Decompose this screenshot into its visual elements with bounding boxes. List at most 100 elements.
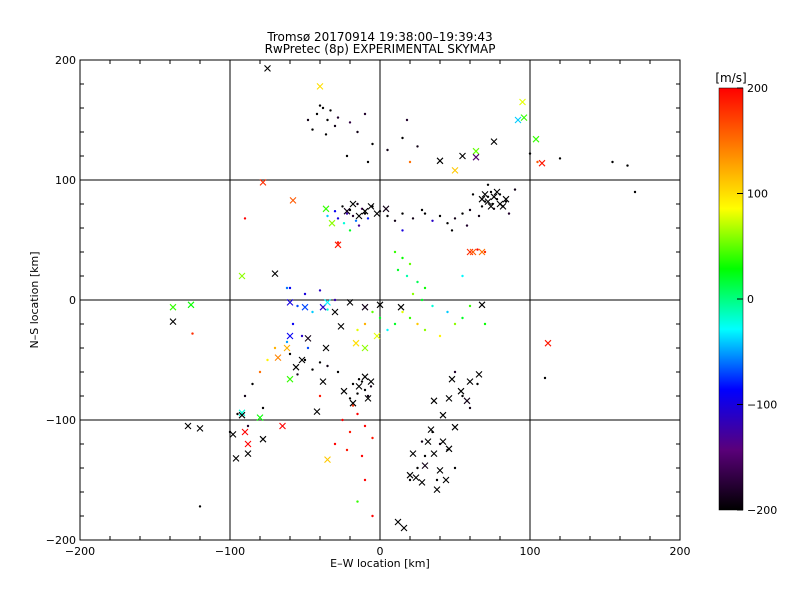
data-point-x [466,378,474,385]
data-point-x [169,303,177,311]
data-point-dot [333,210,337,213]
data-point-dot [363,388,367,392]
data-point-x [259,179,267,186]
data-point-x [466,248,474,256]
data-point-dot [315,112,319,116]
y-tick-label: 0 [69,294,76,307]
data-point-x [478,248,486,256]
data-point-dot [461,212,464,215]
data-point-dot [450,229,454,232]
data-point-x [229,431,237,438]
data-point-x [436,467,444,474]
data-point-x [514,116,522,124]
data-point-dot [453,466,457,470]
colorbar-ticks: 200 100 0 −100 −200 [737,82,777,517]
grid-lines [80,60,680,540]
data-point-dot [318,394,322,398]
data-point-x [352,339,360,347]
data-point-dot [507,212,511,215]
data-point-x [238,272,246,280]
data-point-dot [366,394,370,398]
data-point-dot [324,133,328,136]
data-point-dot [236,412,239,416]
x-tick-label: 100 [520,545,541,558]
data-point-x [337,323,345,330]
data-point-dot [356,392,359,395]
data-point-dot [348,229,352,232]
data-point-dot [366,160,370,164]
data-point-x [328,219,336,227]
x-tick-label: −100 [215,545,245,558]
data-point-dot [318,361,322,364]
data-point-dot [296,304,299,308]
data-point-x [478,195,486,203]
y-tick-label: −200 [46,534,76,547]
data-point-dot [401,136,404,140]
data-point-dot [354,219,358,222]
data-point-dot [366,217,370,220]
data-point-dot [360,454,364,458]
data-point-x [439,411,447,419]
chart-subtitle: RwPretec (8p) EXPERIMENTAL SKYMAP [265,42,496,56]
data-point-dot [471,193,475,196]
data-point-dot [420,440,424,443]
data-point-x [436,157,444,165]
data-point-dot [486,183,490,186]
data-point-dot [371,310,374,314]
data-point-x [412,474,420,481]
data-point-dot [357,378,361,381]
data-point-dot [285,286,289,290]
data-point-dot [468,304,472,308]
data-point-x [538,159,546,167]
x-tick-label: −200 [65,545,95,558]
data-point-dot [438,334,442,338]
data-point-x [256,414,264,421]
data-point-x [286,299,294,306]
data-point-x [376,301,384,309]
data-points [169,65,637,532]
data-point-dot [311,368,314,371]
x-tick-label: 200 [670,545,691,558]
data-point-dot [405,118,409,122]
data-point-x [324,299,331,306]
data-point-dot [318,289,322,292]
data-point-x [544,339,552,347]
data-point-dot [401,229,404,232]
data-point-x [238,409,246,417]
data-point-dot [435,478,439,482]
colorbar-tick-label: −100 [747,399,777,412]
axis-ticks [79,59,681,541]
data-point-dot [345,448,349,452]
data-point-dot [363,212,367,215]
data-point-dot [356,202,359,206]
data-point-dot [306,118,310,122]
data-point-dot [477,214,481,218]
data-point-x [373,210,381,217]
data-point-dot [360,380,364,383]
data-point-dot [461,394,464,398]
data-point-x [490,138,498,145]
data-point-dot [363,424,367,428]
data-point-dot [371,514,374,518]
data-point-dot [386,148,389,152]
data-point-dot [369,385,373,388]
data-point-x [367,203,375,210]
data-point-x [232,455,240,462]
data-point-x [451,423,459,431]
data-point-x [279,422,286,430]
data-point-dot [303,292,307,296]
data-point-x [196,425,204,432]
data-point-dot [246,424,250,428]
data-point-dot [303,358,307,362]
data-point-x [259,435,267,443]
data-point-dot [411,217,415,220]
data-point-dot [333,298,337,302]
data-point-dot [285,340,289,344]
data-point-dot [633,190,637,194]
data-point-dot [336,217,340,220]
data-point-dot [465,224,469,227]
data-point-x [502,195,510,203]
data-point-dot [420,298,424,302]
data-point-dot [300,334,304,338]
y-axis-label: N–S location [km] [28,251,41,348]
